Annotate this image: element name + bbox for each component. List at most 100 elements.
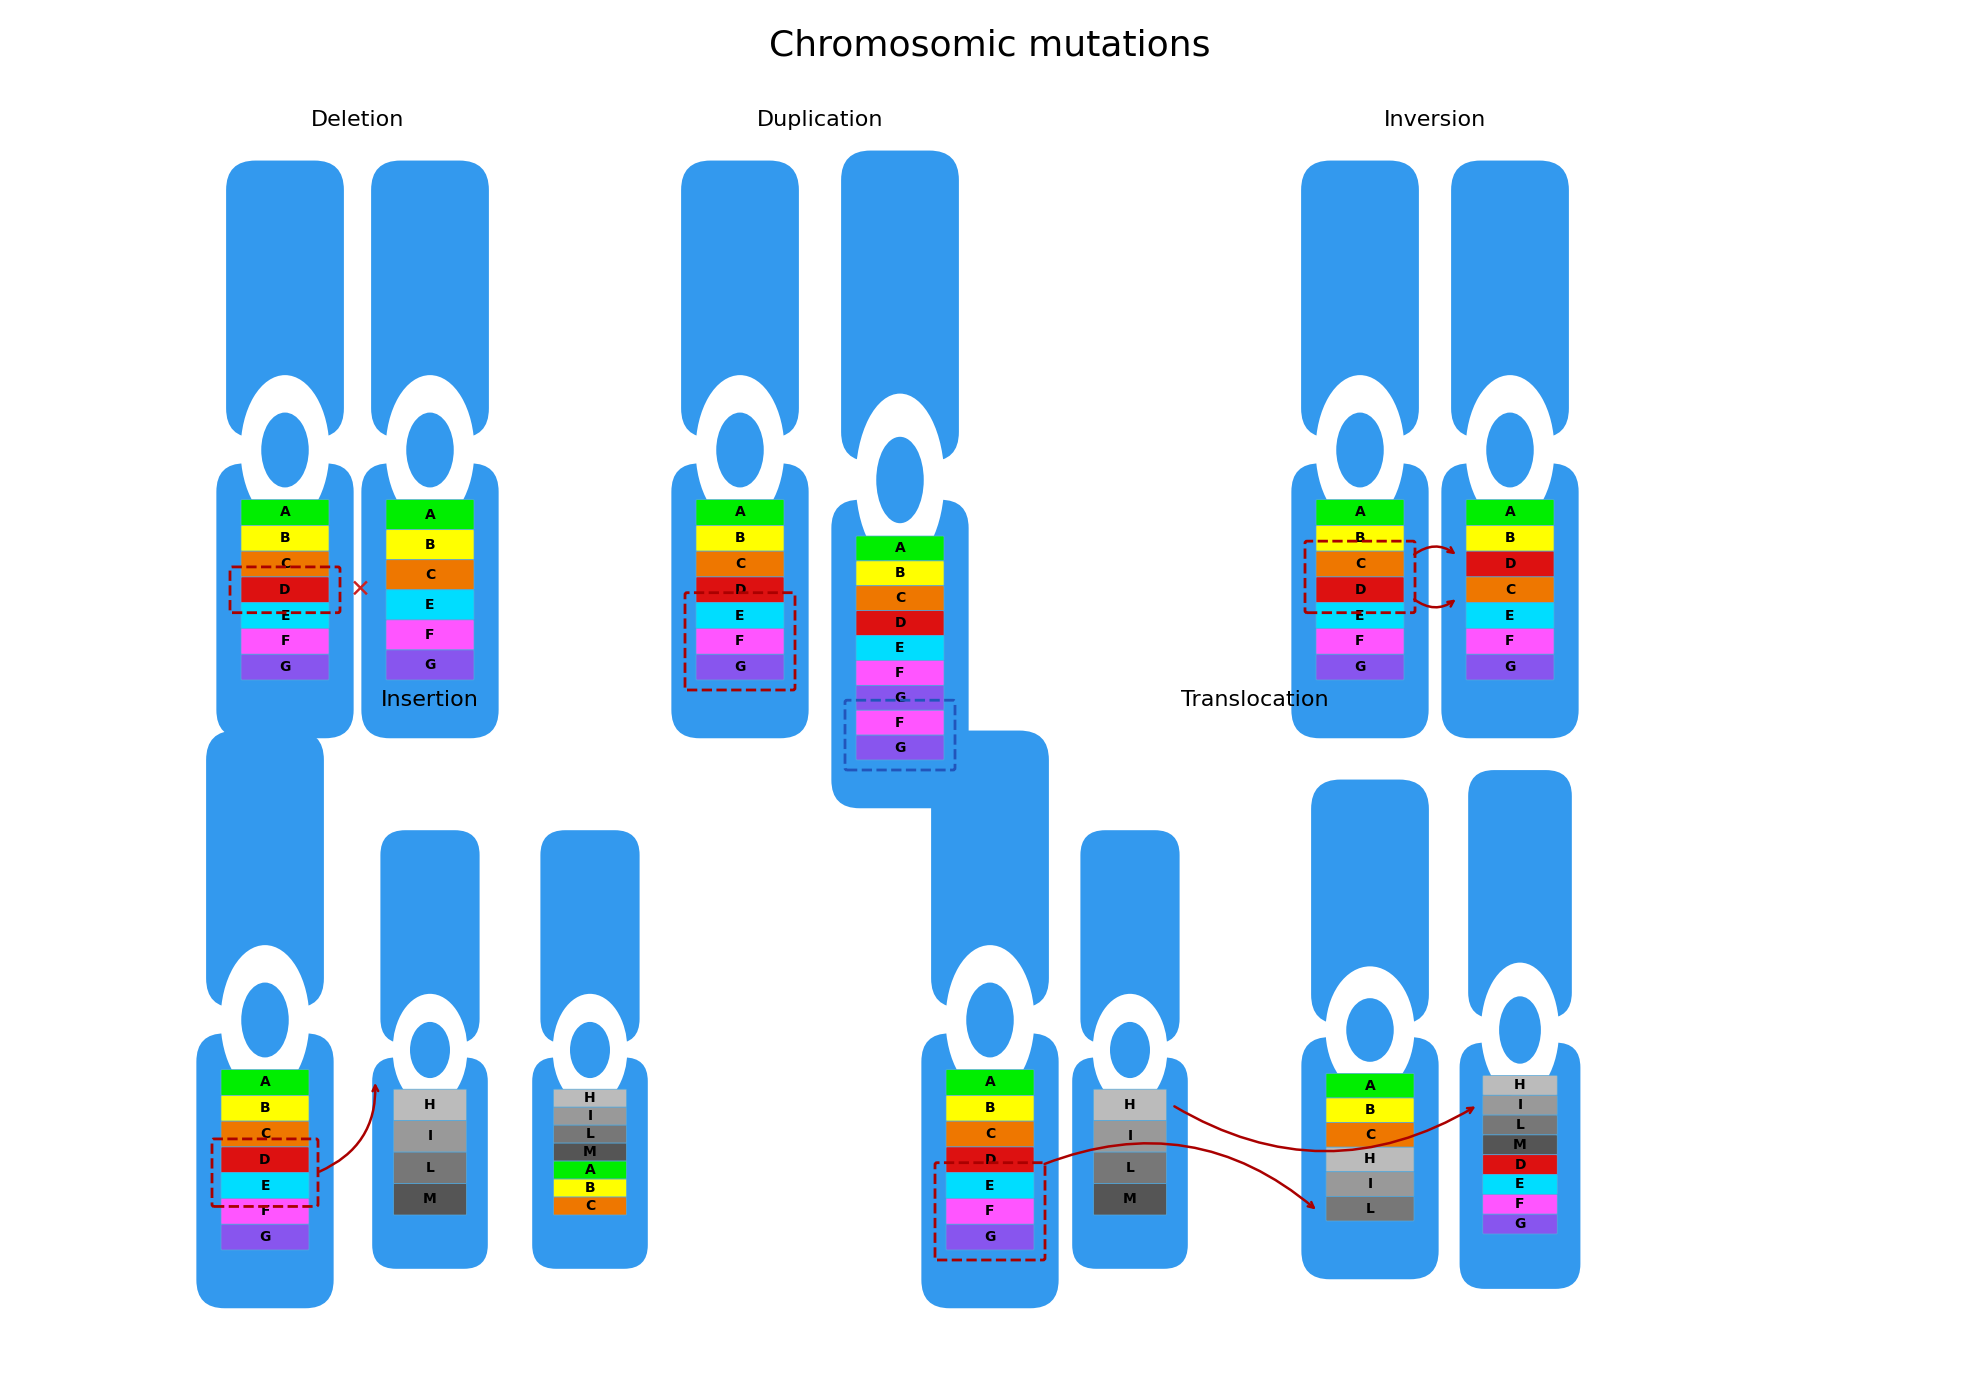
FancyBboxPatch shape: [242, 500, 329, 525]
Text: A: A: [1364, 1078, 1376, 1092]
FancyBboxPatch shape: [1327, 1098, 1414, 1123]
FancyBboxPatch shape: [1301, 161, 1420, 438]
Ellipse shape: [1336, 413, 1384, 487]
Ellipse shape: [717, 413, 764, 487]
FancyBboxPatch shape: [946, 1070, 1034, 1095]
FancyBboxPatch shape: [832, 500, 968, 808]
FancyBboxPatch shape: [855, 735, 944, 760]
FancyBboxPatch shape: [554, 1144, 626, 1161]
Text: F: F: [1515, 1197, 1525, 1211]
Text: B: B: [895, 567, 905, 581]
Text: G: G: [895, 690, 905, 704]
FancyBboxPatch shape: [196, 1033, 335, 1308]
Bar: [556, 1016, 624, 1084]
FancyBboxPatch shape: [1465, 500, 1554, 525]
Text: L: L: [426, 1161, 434, 1175]
FancyBboxPatch shape: [386, 650, 473, 680]
FancyBboxPatch shape: [554, 1161, 626, 1179]
FancyBboxPatch shape: [226, 161, 345, 438]
Text: G: G: [279, 661, 291, 675]
Ellipse shape: [242, 375, 329, 525]
Text: A: A: [984, 1075, 996, 1089]
FancyBboxPatch shape: [1317, 602, 1404, 629]
Text: M: M: [424, 1193, 438, 1207]
FancyBboxPatch shape: [554, 1197, 626, 1215]
Text: H: H: [424, 1098, 436, 1112]
Bar: [400, 297, 459, 409]
Bar: [246, 406, 325, 494]
Bar: [564, 935, 616, 1019]
FancyBboxPatch shape: [1483, 1175, 1556, 1194]
Text: F: F: [735, 634, 744, 648]
FancyBboxPatch shape: [697, 552, 784, 577]
Text: E: E: [1515, 1177, 1525, 1191]
FancyBboxPatch shape: [386, 620, 473, 650]
FancyBboxPatch shape: [1317, 552, 1404, 577]
Text: B: B: [584, 1182, 596, 1196]
FancyBboxPatch shape: [1317, 525, 1404, 552]
Text: C: C: [426, 568, 436, 582]
Bar: [556, 1079, 624, 1165]
FancyBboxPatch shape: [697, 577, 784, 602]
FancyBboxPatch shape: [1327, 1197, 1414, 1221]
Text: I: I: [588, 1109, 592, 1123]
FancyBboxPatch shape: [1317, 629, 1404, 654]
Ellipse shape: [220, 945, 309, 1095]
FancyBboxPatch shape: [242, 525, 329, 552]
Text: H: H: [1515, 1078, 1527, 1092]
FancyBboxPatch shape: [697, 602, 784, 629]
Ellipse shape: [261, 413, 309, 487]
Ellipse shape: [1487, 413, 1534, 487]
FancyBboxPatch shape: [1483, 1214, 1556, 1233]
Bar: [1469, 406, 1550, 494]
FancyBboxPatch shape: [1093, 1152, 1166, 1183]
Bar: [224, 1060, 305, 1173]
FancyBboxPatch shape: [1093, 1120, 1166, 1152]
Text: F: F: [895, 715, 905, 729]
Bar: [859, 430, 940, 531]
Text: Duplication: Duplication: [756, 111, 883, 130]
Text: E: E: [259, 1179, 269, 1193]
Ellipse shape: [410, 1022, 449, 1078]
FancyBboxPatch shape: [697, 629, 784, 654]
Text: B: B: [259, 1102, 271, 1116]
Text: A: A: [424, 508, 436, 522]
Ellipse shape: [242, 983, 289, 1057]
FancyBboxPatch shape: [386, 560, 473, 589]
Text: E: E: [281, 609, 289, 623]
Text: G: G: [1515, 1217, 1527, 1231]
Text: D: D: [1505, 557, 1517, 571]
FancyBboxPatch shape: [842, 151, 958, 462]
FancyBboxPatch shape: [946, 1198, 1034, 1224]
Text: C: C: [584, 1198, 596, 1212]
Text: C: C: [1354, 557, 1364, 571]
Text: M: M: [1513, 1138, 1527, 1152]
Bar: [1097, 1016, 1164, 1084]
Bar: [1331, 1064, 1410, 1161]
Text: G: G: [1354, 661, 1366, 675]
Bar: [960, 867, 1020, 979]
FancyBboxPatch shape: [242, 552, 329, 577]
Bar: [950, 976, 1030, 1064]
Text: B: B: [279, 531, 291, 545]
FancyBboxPatch shape: [946, 1147, 1034, 1173]
FancyBboxPatch shape: [1327, 1074, 1414, 1098]
FancyBboxPatch shape: [1327, 1123, 1414, 1147]
FancyBboxPatch shape: [1301, 1037, 1439, 1280]
FancyBboxPatch shape: [1327, 1172, 1414, 1197]
Bar: [224, 976, 305, 1064]
FancyBboxPatch shape: [855, 561, 944, 585]
Ellipse shape: [1093, 994, 1168, 1106]
Text: C: C: [895, 591, 905, 605]
Text: L: L: [1366, 1201, 1374, 1215]
FancyBboxPatch shape: [697, 525, 784, 552]
Text: L: L: [1515, 1119, 1525, 1133]
Text: E: E: [895, 641, 905, 655]
Text: I: I: [1127, 1130, 1133, 1144]
Text: A: A: [735, 505, 744, 519]
Bar: [246, 490, 325, 603]
Text: D: D: [895, 616, 905, 630]
Text: G: G: [984, 1231, 996, 1245]
Ellipse shape: [570, 1022, 610, 1078]
FancyBboxPatch shape: [362, 463, 499, 738]
